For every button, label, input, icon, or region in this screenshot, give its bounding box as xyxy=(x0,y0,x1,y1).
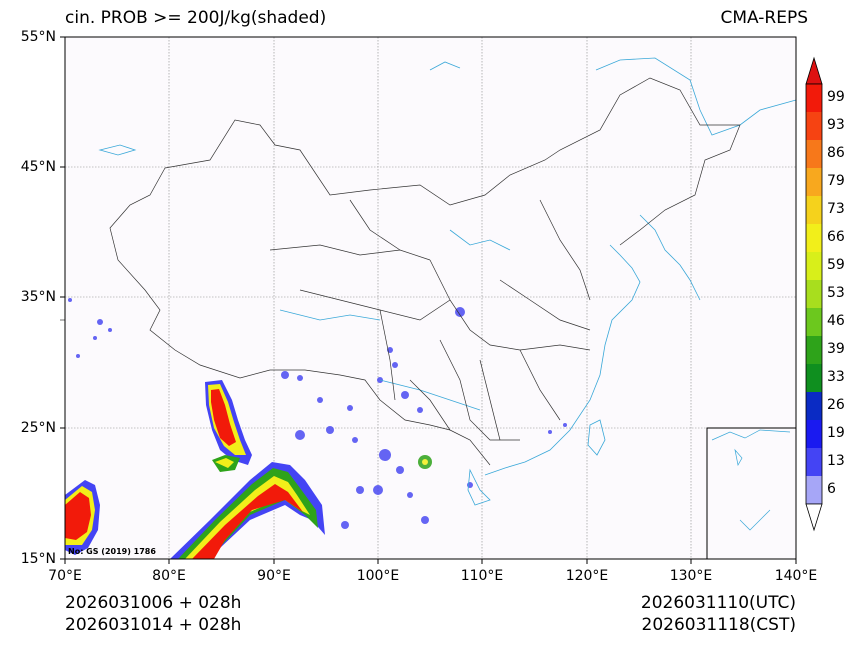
lat-label-25: 25°N xyxy=(20,420,56,436)
colorbar-segment xyxy=(806,476,822,504)
map-note: No: GS (2019) 1786 xyxy=(68,547,156,556)
coastlines xyxy=(98,57,797,506)
colorbar-tick-label: 93 xyxy=(827,117,845,133)
colorbar-tick-label: 39 xyxy=(827,341,845,357)
colorbar-tick-label: 26 xyxy=(827,397,845,413)
probability-shading-low xyxy=(68,298,567,529)
colorbar-segment xyxy=(806,168,822,196)
colorbar-segment xyxy=(806,140,822,168)
colorbar-tick-label: 79 xyxy=(827,173,845,189)
colorbar-segment xyxy=(806,196,822,224)
colorbar xyxy=(805,56,823,532)
colorbar-segment xyxy=(806,364,822,392)
colorbar-segment xyxy=(806,392,822,420)
lat-label-35: 35°N xyxy=(20,289,56,305)
colorbar-segment xyxy=(806,280,822,308)
colorbar-tick-label: 33 xyxy=(827,369,845,385)
colorbar-top-arrow xyxy=(805,56,823,85)
map-frame xyxy=(64,36,797,560)
probability-shading-high xyxy=(65,380,325,559)
colorbar-segment xyxy=(806,224,822,252)
colorbar-segment xyxy=(806,448,822,476)
map-background xyxy=(65,37,796,559)
init-time-utc: 2026031006 + 028h xyxy=(65,593,242,613)
inset-coast xyxy=(711,429,791,531)
lon-label-80: 80°E xyxy=(152,568,186,584)
colorbar-tick-label: 86 xyxy=(827,145,845,161)
lon-label-120: 120°E xyxy=(565,568,609,584)
colorbar-segment xyxy=(806,84,822,112)
valid-time-cst: 2026031118(CST) xyxy=(641,615,796,635)
lat-label-45: 45°N xyxy=(20,159,56,175)
lon-label-90: 90°E xyxy=(257,568,291,584)
colorbar-tick-label: 19 xyxy=(827,425,845,441)
colorbar-tick-label: 59 xyxy=(827,257,845,273)
valid-time-utc: 2026031110(UTC) xyxy=(640,593,796,613)
lon-label-70: 70°E xyxy=(48,568,82,584)
lat-label-55: 55°N xyxy=(20,29,56,45)
colorbar-segment xyxy=(806,420,822,448)
colorbar-tick-label: 66 xyxy=(827,229,845,245)
colorbar-segment xyxy=(806,308,822,336)
colorbar-segment xyxy=(806,336,822,364)
colorbar-tick-label: 13 xyxy=(827,453,845,469)
colorbar-tick-label: 6 xyxy=(827,481,836,497)
lon-label-140: 140°E xyxy=(774,568,818,584)
lon-label-100: 100°E xyxy=(356,568,400,584)
lon-label-110: 110°E xyxy=(460,568,504,584)
map-title: cin. PROB >= 200J/kg(shaded) xyxy=(65,8,327,28)
model-name: CMA-REPS xyxy=(720,8,808,28)
colorbar-segment xyxy=(806,252,822,280)
borders xyxy=(60,77,741,466)
graticule xyxy=(65,37,796,559)
lat-label-15: 15°N xyxy=(20,551,56,567)
init-time-cst: 2026031014 + 028h xyxy=(65,615,242,635)
colorbar-tick-label: 53 xyxy=(827,285,845,301)
south-sea-inset xyxy=(706,427,797,560)
colorbar-segment xyxy=(806,112,822,140)
colorbar-tick-label: 46 xyxy=(827,313,845,329)
colorbar-tick-label: 99 xyxy=(827,89,845,105)
colorbar-bottom-arrow xyxy=(805,503,823,532)
lon-label-130: 130°E xyxy=(669,568,713,584)
colorbar-tick-label: 73 xyxy=(827,201,845,217)
axis-ticks xyxy=(60,36,797,564)
